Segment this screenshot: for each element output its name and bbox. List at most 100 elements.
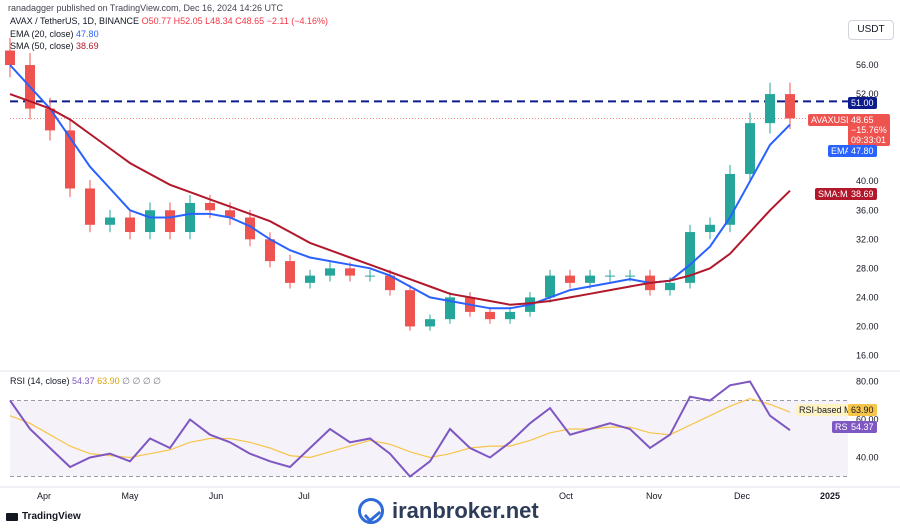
legend-ema-row[interactable]: EMA (20, close) 47.80 — [10, 29, 99, 39]
rsi-ma-tag: RSI-based MA — [796, 404, 861, 416]
time-tick-label: Oct — [559, 491, 574, 501]
candle-body — [585, 275, 595, 283]
price-badge: 48.65 −15.76% 09:33:01 — [848, 114, 890, 146]
rsi-pane[interactable] — [9, 380, 848, 478]
rsi-ma-badge: 63.90 — [848, 404, 877, 416]
legend-ema-label: EMA (20, close) — [10, 29, 74, 39]
time-axis[interactable]: Apr May Jun Jul Oct Nov Dec 2025 — [37, 491, 840, 501]
watermark-text: iranbroker.net — [392, 498, 539, 523]
price-tick-label: 32.00 — [856, 234, 879, 244]
price-tick-label: 16.00 — [856, 350, 879, 360]
candle-body — [425, 319, 435, 327]
ema-badge: 47.80 — [848, 145, 877, 157]
candle-body — [285, 261, 295, 283]
price-tick-label: 52.00 — [856, 89, 879, 99]
legend-rsi-label: RSI (14, close) — [10, 376, 70, 386]
time-tick-label: Jun — [209, 491, 224, 501]
symbol-tag: AVAXUSDT — [808, 114, 862, 126]
candle-body — [325, 268, 335, 276]
legend-sma-row[interactable]: SMA (50, close) 38.69 — [10, 41, 99, 51]
candle-body — [685, 232, 695, 283]
legend-symbol-row[interactable]: AVAX / TetherUS, 1D, BINANCE O50.77 H52.… — [10, 16, 328, 26]
legend-rsi-extra: ∅ ∅ ∅ ∅ — [122, 376, 162, 386]
time-tick-label: Nov — [646, 491, 663, 501]
rsi-band — [10, 400, 848, 477]
candle-body — [385, 275, 395, 291]
candle-body — [145, 210, 155, 233]
price-pane[interactable] — [5, 37, 848, 331]
legend-ohlc: O50.77 H52.05 L48.34 C48.65 −2.11 (−4.16… — [141, 16, 329, 26]
candle-body — [445, 297, 455, 320]
rsi-tick-label: 60.00 — [856, 415, 879, 425]
price-tick-label: 28.00 — [856, 263, 879, 273]
candle-body — [45, 108, 55, 131]
time-tick-label: Apr — [37, 491, 51, 501]
candle-body — [545, 275, 555, 298]
price-tick-label: 40.00 — [856, 176, 879, 186]
time-tick-label: Dec — [734, 491, 751, 501]
candle-body — [185, 203, 195, 233]
legend-sma-label: SMA (50, close) — [10, 41, 74, 51]
candle-body — [705, 224, 715, 233]
level-badge: 51.00 — [848, 97, 877, 109]
legend-ema-value: 47.80 — [76, 29, 99, 39]
legend-rsi-row[interactable]: RSI (14, close) 54.37 63.90 ∅ ∅ ∅ ∅ — [10, 376, 161, 387]
candle-body — [365, 275, 375, 277]
price-change: −15.76% — [851, 125, 887, 135]
sma-line — [9, 93, 791, 306]
watermark: iranbroker.net — [358, 498, 539, 524]
tradingview-brand: TradingView — [22, 511, 81, 522]
candle-body — [505, 311, 515, 320]
candle-body — [245, 217, 255, 240]
candle-body — [785, 94, 795, 119]
legend-rsi-ma-value: 63.90 — [97, 376, 120, 386]
candle-body — [105, 217, 115, 225]
sma-tag: SMA:MA — [815, 188, 857, 200]
price-axis[interactable]: 56.00 52.00 40.00 36.00 32.00 28.00 24.00 20.00… — [856, 60, 879, 462]
rsi-ma-line — [9, 397, 791, 459]
price-tick-label: 24.00 — [856, 292, 879, 302]
price-countdown: 09:33:01 — [851, 135, 887, 145]
candle-body — [345, 268, 355, 276]
candle-body — [745, 123, 755, 174]
candle-body — [405, 290, 415, 327]
watermark-icon — [358, 498, 384, 524]
candle-body — [265, 239, 275, 262]
candle-body — [665, 282, 675, 291]
candle-body — [125, 217, 135, 233]
candle-body — [165, 210, 175, 233]
rsi-line — [9, 380, 791, 478]
rsi-tick-label: 80.00 — [856, 377, 879, 387]
rsi-tick-label: 40.00 — [856, 453, 879, 463]
tradingview-icon — [6, 512, 18, 521]
candle-body — [485, 311, 495, 320]
legend-symbol: AVAX / TetherUS, 1D, BINANCE — [10, 16, 140, 26]
rsi-badge: 54.37 — [848, 421, 877, 433]
price-tick-label: 56.00 — [856, 60, 879, 70]
price-value: 48.65 — [851, 115, 874, 125]
candle-body — [65, 130, 75, 189]
candle-body — [5, 50, 15, 66]
candle-body — [205, 203, 215, 211]
published-header: ranadagger published on TradingView.com,… — [8, 3, 284, 13]
candle-body — [605, 275, 615, 277]
candle-body — [625, 275, 635, 277]
price-tick-label: 20.00 — [856, 321, 879, 331]
candle-body — [765, 94, 775, 124]
legend-sma-value: 38.69 — [76, 41, 99, 51]
legend-rsi-value: 54.37 — [72, 376, 95, 386]
candle-body — [85, 188, 95, 225]
time-tick-label: May — [121, 491, 139, 501]
price-tick-label: 36.00 — [856, 205, 879, 215]
sma-badge: 38.69 — [848, 188, 877, 200]
candle-body — [305, 275, 315, 283]
rsi-tag: RSI — [832, 421, 854, 433]
currency-button[interactable]: USDT — [848, 20, 894, 40]
ema-tag: EMA — [828, 145, 854, 157]
candle-body — [725, 173, 735, 225]
time-tick-label: 2025 — [820, 491, 840, 501]
candle-body — [565, 275, 575, 283]
tradingview-logo[interactable]: TradingView — [6, 511, 81, 522]
candle-body — [225, 210, 235, 218]
